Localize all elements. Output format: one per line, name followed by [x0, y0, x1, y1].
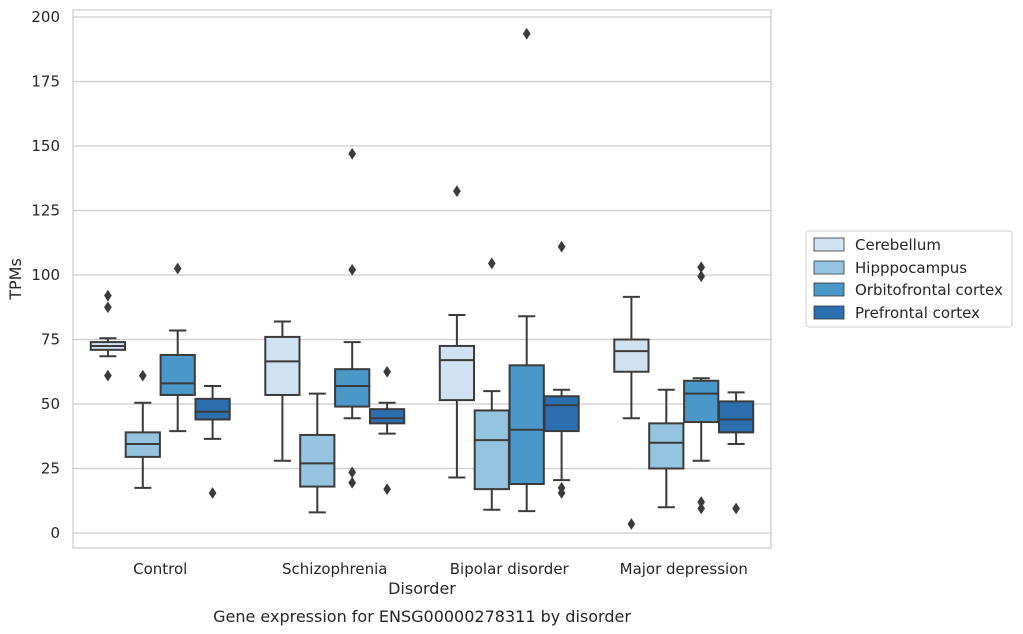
- outlier-point: [453, 185, 461, 198]
- box-cerebellum-control: [89, 289, 127, 382]
- x-tick-label-major-depression: Major depression: [620, 560, 748, 578]
- x-tick-label-schizophrenia: Schizophrenia: [282, 560, 387, 578]
- outlier-point: [348, 263, 357, 276]
- box-iqr: [368, 408, 406, 425]
- x-tick-label-control: Control: [133, 560, 187, 578]
- outlier-point: [383, 365, 391, 378]
- x-tick-label-bipolar-disorder: Bipolar disorder: [450, 560, 570, 578]
- box-iqr: [159, 353, 196, 396]
- box-iqr: [717, 400, 755, 434]
- y-tick-label-200: 200: [31, 8, 60, 26]
- legend-swatch-hippocampus: [813, 260, 845, 275]
- outlier-point: [627, 518, 636, 530]
- y-tick-label-50: 50: [41, 395, 60, 413]
- y-tick-label-150: 150: [31, 137, 60, 155]
- box-hipppocampus-major-depression: [648, 388, 685, 509]
- outlier-point: [732, 502, 740, 515]
- box-orbitofrontal-cortex-bipolar-disorder: [508, 27, 545, 513]
- box-iqr: [264, 335, 301, 396]
- x-axis-label: Disorder: [388, 579, 456, 598]
- outlier-point: [383, 483, 391, 496]
- legend-label-prefrontal: Prefrontal cortex: [855, 304, 980, 322]
- legend-label-cerebellum: Cerebellum: [855, 236, 941, 254]
- box-hipppocampus-schizophrenia: [299, 392, 336, 514]
- outlier-point: [348, 476, 357, 489]
- box-prefrontal-cortex-bipolar-disorder: [543, 240, 580, 499]
- outlier-point: [697, 270, 706, 283]
- box-iqr: [613, 338, 650, 373]
- box-iqr: [508, 364, 545, 485]
- outlier-point: [104, 301, 112, 314]
- box-prefrontal-cortex-control: [194, 384, 231, 499]
- outlier-point: [348, 147, 357, 160]
- legend-swatch-prefrontal: [813, 305, 845, 320]
- outlier-point: [104, 289, 112, 302]
- box-iqr: [473, 409, 510, 491]
- series-hipppocampus: [124, 257, 685, 514]
- box-iqr: [334, 368, 371, 408]
- legend-frame: [805, 230, 1013, 328]
- outlier-point: [557, 487, 566, 499]
- y-tick-labels: 0 25 50 75 100 125 150 175 200: [31, 8, 60, 542]
- y-tick-label-100: 100: [31, 266, 60, 284]
- box-cerebellum-bipolar-disorder: [438, 185, 476, 479]
- y-tick-label-75: 75: [41, 331, 60, 349]
- box-iqr: [299, 433, 336, 488]
- box-orbitofrontal-cortex-schizophrenia: [334, 147, 371, 489]
- chart-caption: Gene expression for ENSG00000278311 by d…: [213, 607, 631, 626]
- outlier-point: [173, 262, 182, 275]
- series-cerebellum: [89, 185, 650, 530]
- legend-label-hippocampus: Hipppocampus: [855, 259, 967, 277]
- y-axis-label: TPMs: [6, 258, 25, 301]
- box-series: [89, 27, 755, 530]
- series-orbitofrontal-cortex: [159, 27, 720, 515]
- box-iqr: [543, 395, 580, 433]
- y-tick-label-0: 0: [50, 524, 60, 542]
- box-iqr: [683, 379, 720, 424]
- box-iqr: [648, 422, 685, 470]
- series-prefrontal-cortex: [194, 240, 755, 515]
- box-orbitofrontal-cortex-control: [159, 262, 196, 433]
- grid-lines: [73, 16, 771, 534]
- box-hipppocampus-control: [124, 369, 161, 489]
- outlier-point: [522, 27, 531, 40]
- outlier-point: [104, 369, 112, 382]
- y-tick-label-175: 175: [31, 73, 60, 91]
- outlier-point: [697, 502, 706, 515]
- legend-label-orbitofrontal: Orbitofrontal cortex: [855, 281, 1003, 299]
- box-iqr: [438, 344, 476, 402]
- box-cerebellum-major-depression: [613, 295, 650, 530]
- box-prefrontal-cortex-schizophrenia: [368, 365, 406, 496]
- box-iqr: [194, 397, 231, 421]
- outlier-point: [208, 487, 217, 499]
- box-cerebellum-schizophrenia: [264, 320, 301, 462]
- legend: Cerebellum Hipppocampus Orbitofrontal co…: [805, 230, 1013, 328]
- y-tick-label-25: 25: [41, 460, 60, 478]
- y-tick-label-125: 125: [31, 202, 60, 220]
- legend-swatch-orbitofrontal: [813, 282, 845, 297]
- outlier-point: [487, 257, 496, 270]
- outlier-point: [138, 369, 147, 382]
- box-prefrontal-cortex-major-depression: [717, 391, 755, 515]
- x-tick-labels: Control Schizophrenia Bipolar disorder Majo…: [133, 560, 748, 578]
- legend-swatch-cerebellum: [813, 237, 845, 252]
- outlier-point: [557, 240, 566, 253]
